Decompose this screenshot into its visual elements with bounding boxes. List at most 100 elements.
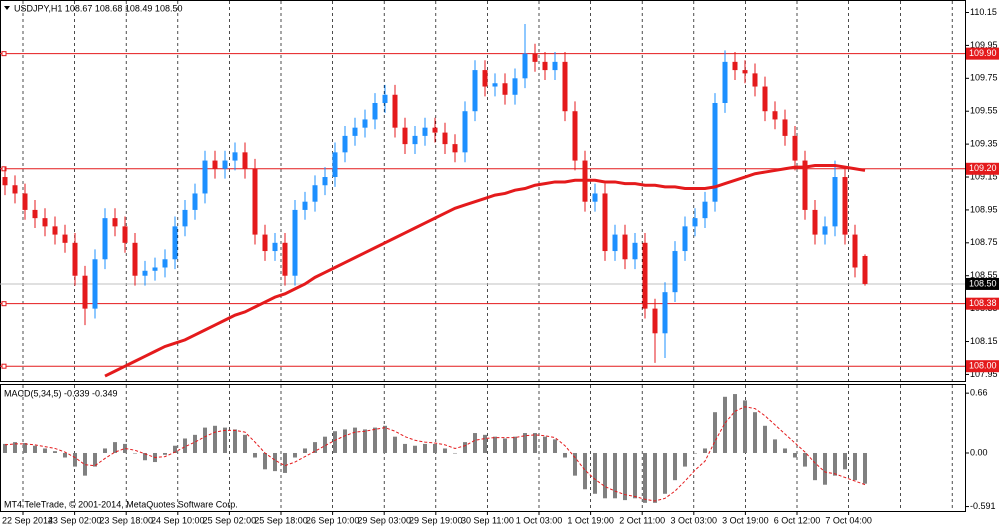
macd-bar	[53, 451, 57, 453]
candle-body	[12, 185, 18, 194]
candle-body	[572, 111, 578, 161]
candle-body	[712, 102, 718, 202]
macd-bar	[73, 452, 77, 467]
macd-bar	[263, 452, 267, 470]
x-tick-label: 26 Sep 10:00	[306, 515, 360, 525]
x-tick-label: 1 Oct 03:00	[516, 515, 563, 525]
macd-bar	[653, 452, 657, 503]
candle-body	[392, 94, 398, 128]
macd-bar	[803, 452, 807, 467]
macd-bar	[843, 452, 847, 470]
macd-bar	[703, 448, 707, 453]
candle-body	[752, 73, 758, 87]
macd-bar	[243, 434, 247, 453]
y-tick-label: 109.55	[970, 106, 998, 116]
candle-body	[222, 160, 228, 169]
macd-bar	[413, 445, 417, 453]
macd-bar	[533, 433, 537, 453]
macd-bar	[713, 412, 717, 453]
macd-y-tick-label: -0.591	[970, 501, 996, 511]
macd-bar	[333, 431, 337, 453]
candle-body	[142, 270, 148, 276]
macd-title: MACD(5,34,5) -0.339 -0.349	[4, 388, 118, 398]
candle-body	[632, 242, 638, 260]
macd-bar	[343, 429, 347, 453]
candle-body	[182, 209, 188, 227]
macd-bar	[473, 433, 477, 453]
y-tick-label: 108.55	[970, 270, 998, 280]
candle-body	[722, 61, 728, 103]
y-tick-label: 108.75	[970, 237, 998, 247]
current-price-tag	[966, 277, 999, 290]
macd-bar	[763, 425, 767, 453]
candle-body	[782, 119, 788, 136]
candle-body	[22, 193, 28, 210]
macd-bar	[123, 443, 127, 453]
macd-bar	[143, 452, 147, 461]
candle-body	[612, 234, 618, 252]
macd-bar	[133, 452, 137, 454]
macd-bar	[283, 452, 287, 473]
candle-body	[112, 218, 118, 227]
candle-body	[732, 61, 738, 71]
macd-bar	[353, 427, 357, 453]
candle-body	[62, 234, 68, 243]
x-tick-label: 23 Sep 02:00	[48, 515, 102, 525]
y-tick-label: 107.95	[970, 369, 998, 379]
x-tick-label: 6 Oct 12:00	[774, 515, 821, 525]
candle-body	[652, 308, 658, 334]
macd-bar	[93, 452, 97, 467]
x-tick-label: 7 Oct 04:00	[825, 515, 872, 525]
y-tick-label: 109.35	[970, 138, 998, 148]
macd-bar	[853, 452, 857, 481]
candle-body	[372, 102, 378, 120]
candle-body	[92, 259, 98, 309]
candle-body	[242, 152, 248, 169]
candle-body	[492, 83, 498, 87]
level-handle	[1, 51, 7, 57]
candle-body	[102, 218, 108, 260]
candle-body	[302, 201, 308, 210]
candle-body	[272, 242, 278, 252]
macd-bar	[683, 452, 687, 467]
candle-body	[802, 160, 808, 210]
moving-average	[104, 164, 866, 378]
macd-bar	[273, 452, 277, 472]
macd-bar	[253, 452, 257, 458]
macd-bar	[793, 452, 797, 458]
candle-body	[542, 61, 548, 71]
chart-title: USDJPY,H1 108.67 108.68 108.49 108.50	[14, 3, 182, 13]
x-tick-label: 1 Oct 19:00	[567, 515, 614, 525]
candle-body	[452, 144, 458, 153]
x-tick-label: 30 Sep 11:00	[461, 515, 514, 525]
macd-bar	[503, 438, 507, 453]
x-tick-label: 22 Sep 2014	[2, 515, 53, 525]
level-handle	[1, 166, 7, 172]
macd-bar	[423, 443, 427, 453]
candle-body	[322, 177, 328, 186]
candle-body	[622, 234, 628, 260]
x-tick-label: 24 Sep 10:00	[151, 515, 205, 525]
macd-bar	[433, 443, 437, 453]
macd-bar	[183, 438, 187, 453]
candle-body	[32, 209, 38, 219]
macd-bar	[693, 452, 697, 454]
macd-bar	[33, 445, 37, 453]
candle-body	[422, 127, 428, 136]
macd-bar	[583, 452, 587, 490]
candle-body	[72, 242, 78, 276]
level-handle	[1, 301, 7, 307]
menu-arrow	[4, 6, 10, 10]
candle-body	[822, 226, 828, 235]
macd-bar	[463, 442, 467, 453]
y-tick-label: 109.15	[970, 171, 998, 181]
macd-bar	[383, 425, 387, 453]
candle-body	[552, 61, 558, 71]
candle-body	[682, 226, 688, 252]
macd-bar	[323, 436, 327, 453]
candle-body	[832, 177, 838, 227]
x-tick-label: 3 Oct 19:00	[722, 515, 769, 525]
macd-bar	[603, 452, 607, 499]
